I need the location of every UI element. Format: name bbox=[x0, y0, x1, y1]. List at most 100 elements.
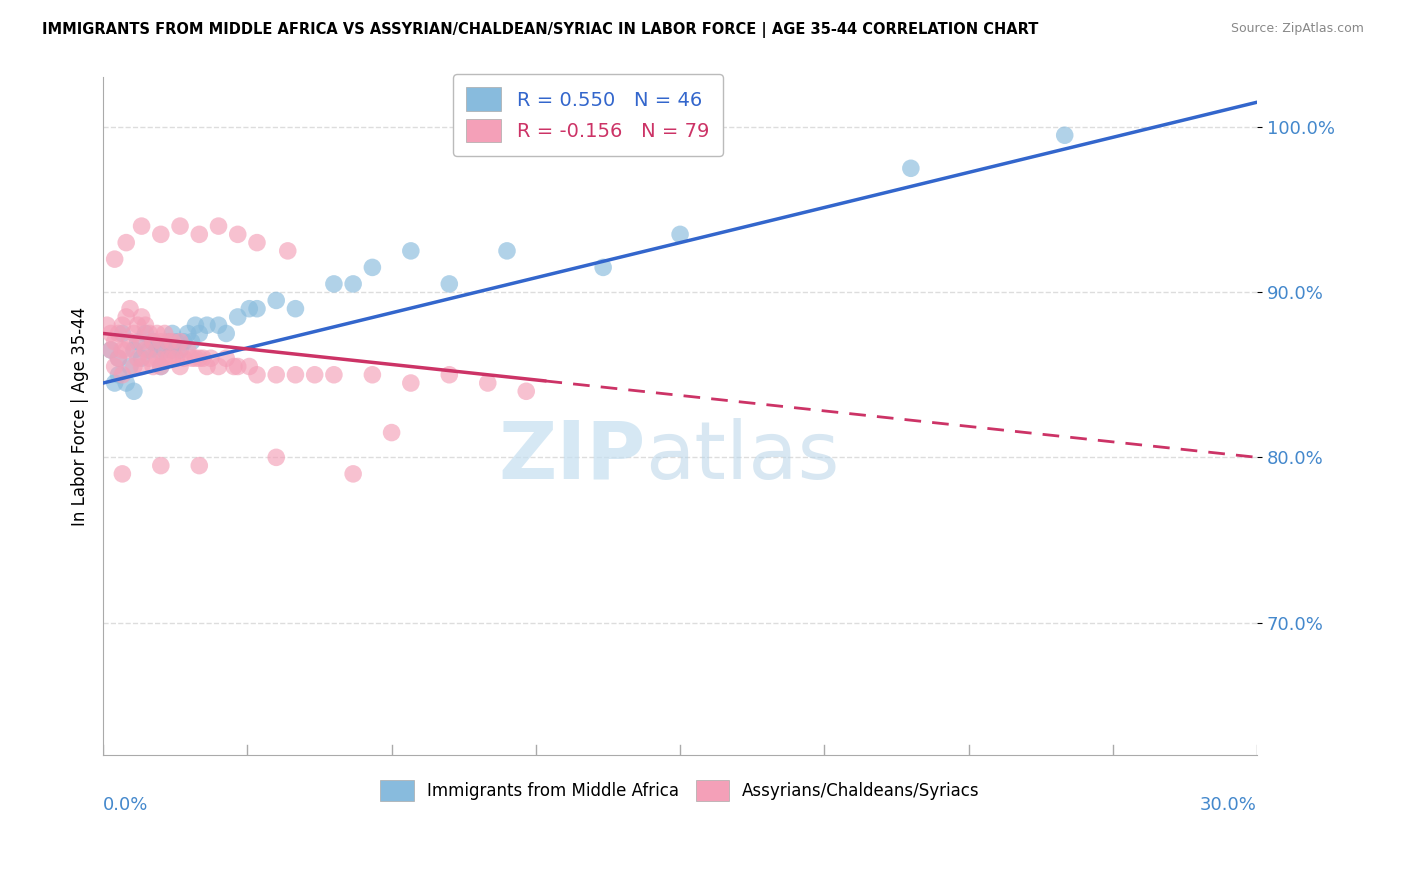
Point bbox=[111, 318, 134, 333]
Legend: Immigrants from Middle Africa, Assyrians/Chaldeans/Syriacs: Immigrants from Middle Africa, Assyrians… bbox=[374, 773, 987, 807]
Point bbox=[118, 359, 141, 374]
Point bbox=[162, 351, 184, 366]
Point bbox=[322, 277, 344, 291]
Point bbox=[107, 368, 129, 382]
Point bbox=[342, 467, 364, 481]
Point bbox=[107, 326, 129, 341]
Y-axis label: In Labor Force | Age 35-44: In Labor Force | Age 35-44 bbox=[72, 307, 89, 525]
Point bbox=[900, 161, 922, 176]
Point bbox=[515, 384, 537, 399]
Point bbox=[188, 326, 211, 341]
Point bbox=[127, 351, 149, 366]
Point bbox=[222, 359, 245, 374]
Point bbox=[399, 376, 422, 390]
Point bbox=[122, 326, 145, 341]
Point bbox=[146, 351, 169, 366]
Point bbox=[138, 343, 160, 357]
Point bbox=[184, 351, 207, 366]
Point bbox=[165, 334, 187, 349]
Point bbox=[180, 334, 202, 349]
Point bbox=[215, 351, 238, 366]
Point bbox=[142, 334, 165, 349]
Point bbox=[1053, 128, 1076, 143]
Point bbox=[246, 368, 269, 382]
Text: 30.0%: 30.0% bbox=[1201, 796, 1257, 814]
Point bbox=[169, 334, 191, 349]
Point bbox=[180, 351, 202, 366]
Point bbox=[111, 368, 134, 382]
Point bbox=[361, 368, 384, 382]
Point bbox=[115, 310, 138, 324]
Point bbox=[138, 326, 160, 341]
Point bbox=[157, 334, 180, 349]
Point bbox=[104, 376, 127, 390]
Text: atlas: atlas bbox=[645, 417, 839, 496]
Point bbox=[669, 227, 692, 242]
Point bbox=[100, 343, 122, 357]
Point bbox=[439, 277, 461, 291]
Point bbox=[284, 368, 307, 382]
Point bbox=[118, 301, 141, 316]
Point bbox=[122, 359, 145, 374]
Point bbox=[118, 334, 141, 349]
Point bbox=[134, 318, 156, 333]
Point bbox=[238, 301, 260, 316]
Point bbox=[115, 343, 138, 357]
Point bbox=[226, 310, 249, 324]
Point bbox=[226, 359, 249, 374]
Point bbox=[592, 260, 614, 275]
Point bbox=[149, 334, 172, 349]
Point bbox=[238, 359, 260, 374]
Point bbox=[131, 359, 153, 374]
Point bbox=[127, 318, 149, 333]
Point bbox=[246, 301, 269, 316]
Point bbox=[361, 260, 384, 275]
Point bbox=[153, 351, 176, 366]
Point bbox=[162, 343, 184, 357]
Point bbox=[146, 343, 169, 357]
Point bbox=[131, 219, 153, 233]
Point bbox=[165, 351, 187, 366]
Point bbox=[304, 368, 326, 382]
Point bbox=[177, 343, 200, 357]
Point bbox=[157, 334, 180, 349]
Point bbox=[264, 293, 287, 308]
Point bbox=[264, 368, 287, 382]
Point bbox=[342, 277, 364, 291]
Point bbox=[207, 318, 229, 333]
Point bbox=[142, 359, 165, 374]
Point bbox=[381, 425, 404, 440]
Point bbox=[96, 318, 118, 333]
Point bbox=[115, 235, 138, 250]
Point bbox=[207, 359, 229, 374]
Point bbox=[195, 318, 218, 333]
Point bbox=[184, 318, 207, 333]
Point bbox=[477, 376, 499, 390]
Point bbox=[104, 252, 127, 267]
Point bbox=[169, 343, 191, 357]
Point bbox=[138, 351, 160, 366]
Point bbox=[127, 334, 149, 349]
Point bbox=[284, 301, 307, 316]
Point bbox=[188, 351, 211, 366]
Point bbox=[207, 219, 229, 233]
Text: ZIP: ZIP bbox=[498, 417, 645, 496]
Point bbox=[173, 334, 195, 349]
Point bbox=[134, 326, 156, 341]
Point bbox=[131, 351, 153, 366]
Point bbox=[149, 458, 172, 473]
Point bbox=[188, 458, 211, 473]
Point bbox=[246, 235, 269, 250]
Point bbox=[111, 467, 134, 481]
Point bbox=[162, 334, 184, 349]
Point bbox=[173, 351, 195, 366]
Point bbox=[215, 326, 238, 341]
Point bbox=[131, 334, 153, 349]
Point bbox=[264, 450, 287, 465]
Point bbox=[322, 368, 344, 382]
Point bbox=[149, 227, 172, 242]
Point bbox=[200, 351, 222, 366]
Point bbox=[177, 326, 200, 341]
Point bbox=[191, 351, 214, 366]
Point bbox=[399, 244, 422, 258]
